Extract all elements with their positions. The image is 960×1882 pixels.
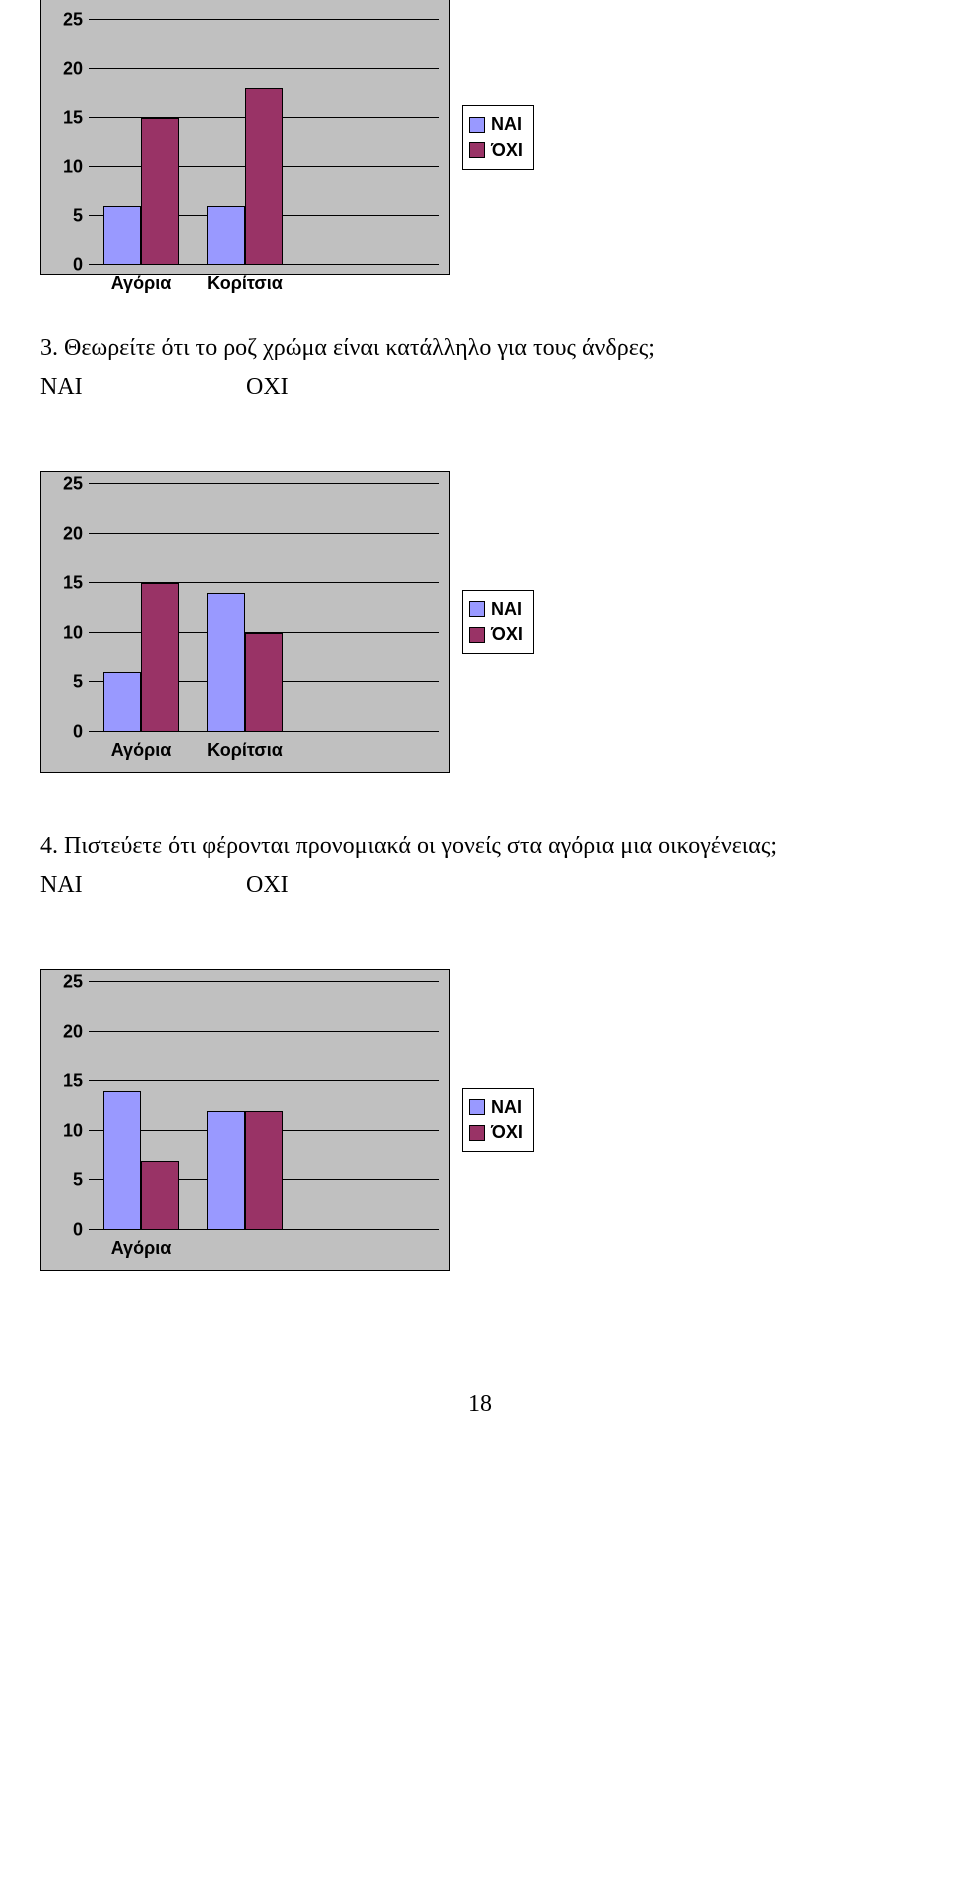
bar (207, 593, 245, 732)
chart-container: 0 5 10 15 20 25 Αγόρια (40, 969, 450, 1271)
y-tick-label: 5 (73, 672, 89, 693)
y-tick-label: 20 (63, 58, 89, 79)
legend-label: ΌΧΙ (491, 622, 523, 647)
y-tick-label: 0 (73, 255, 89, 276)
bar (245, 1111, 283, 1230)
plot-area: 0510152025ΑγόριαΚορίτσια (89, 0, 439, 265)
legend-label: ΝΑΙ (491, 597, 522, 622)
plot-area: 0510152025Αγόρια (89, 982, 439, 1230)
x-tick-label: Κορίτσια (207, 732, 283, 761)
y-tick-label: 25 (63, 474, 89, 495)
x-tick-label: Αγόρια (111, 265, 172, 294)
legend-item: ΌΧΙ (469, 1120, 523, 1145)
legend-item: ΝΑΙ (469, 112, 523, 137)
question-3-answers: ΝΑΙ ΟΧΙ (40, 374, 920, 401)
bar (103, 1091, 141, 1230)
legend-swatch (469, 142, 485, 158)
question-4-answers: ΝΑΙ ΟΧΙ (40, 872, 920, 899)
bar (245, 633, 283, 732)
legend-label: ΝΑΙ (491, 1095, 522, 1120)
legend-swatch (469, 1125, 485, 1141)
chart-1: 0510152025ΑγόριαΚορίτσια ΝΑΙΌΧΙ (40, 0, 920, 275)
y-tick-label: 10 (63, 622, 89, 643)
bar (141, 118, 179, 265)
gridline (89, 1031, 439, 1032)
bar (141, 583, 179, 732)
y-tick-label: 0 (73, 722, 89, 743)
chart-container: 0 5 10 15 20 25 Αγόρια Κορίτσια (40, 471, 450, 773)
y-tick-label: 15 (63, 107, 89, 128)
gridline (89, 1080, 439, 1081)
y-tick-label: 10 (63, 1120, 89, 1141)
bar (141, 1161, 179, 1230)
chart-3: 0 5 10 15 20 25 Αγόρια ΝΑΙΌΧΙ (40, 969, 920, 1271)
y-tick-label: 5 (73, 205, 89, 226)
legend-label: ΌΧΙ (491, 1120, 523, 1145)
y-tick-label: 25 (63, 972, 89, 993)
q3-ans-nai: ΝΑΙ (40, 374, 240, 401)
y-tick-label: 20 (63, 523, 89, 544)
legend-swatch (469, 627, 485, 643)
chart-legend: ΝΑΙΌΧΙ (462, 105, 534, 169)
chart-container: 0510152025ΑγόριαΚορίτσια (40, 0, 450, 275)
y-tick-label: 20 (63, 1021, 89, 1042)
legend-label: ΝΑΙ (491, 112, 522, 137)
y-tick-label: 10 (63, 156, 89, 177)
legend-swatch (469, 117, 485, 133)
chart-legend: ΝΑΙΌΧΙ (462, 590, 534, 654)
q3-ans-oxi: ΟΧΙ (246, 374, 289, 401)
legend-swatch (469, 1099, 485, 1115)
legend-item: ΌΧΙ (469, 138, 523, 163)
chart-2: 0 5 10 15 20 25 Αγόρια Κορίτσια ΝΑΙΌΧΙ (40, 471, 920, 773)
bar (207, 1111, 245, 1230)
y-tick-label: 0 (73, 1220, 89, 1241)
y-tick-label: 15 (63, 1071, 89, 1092)
gridline (89, 533, 439, 534)
bar (207, 206, 245, 265)
y-tick-label: 25 (63, 9, 89, 30)
gridline (89, 19, 439, 20)
x-tick-label: Αγόρια (111, 732, 172, 761)
question-4-text: 4. Πιστεύετε ότι φέρονται προνομιακά οι … (40, 833, 920, 860)
q4-ans-oxi: ΟΧΙ (246, 872, 289, 899)
bar (103, 206, 141, 265)
bar (103, 672, 141, 732)
chart-legend: ΝΑΙΌΧΙ (462, 1088, 534, 1152)
question-3-text: 3. Θεωρείτε ότι το ροζ χρώμα είναι κατάλ… (40, 335, 920, 362)
q4-ans-nai: ΝΑΙ (40, 872, 240, 899)
bar (245, 88, 283, 265)
gridline (89, 483, 439, 484)
page-number: 18 (40, 1391, 920, 1418)
legend-label: ΌΧΙ (491, 138, 523, 163)
y-tick-label: 15 (63, 573, 89, 594)
gridline (89, 981, 439, 982)
x-tick-label: Αγόρια (111, 1230, 172, 1259)
x-tick-label: Κορίτσια (207, 265, 283, 294)
legend-swatch (469, 601, 485, 617)
gridline (89, 68, 439, 69)
y-tick-label: 5 (73, 1170, 89, 1191)
legend-item: ΝΑΙ (469, 597, 523, 622)
legend-item: ΌΧΙ (469, 622, 523, 647)
legend-item: ΝΑΙ (469, 1095, 523, 1120)
plot-area: 0510152025ΑγόριαΚορίτσια (89, 484, 439, 732)
